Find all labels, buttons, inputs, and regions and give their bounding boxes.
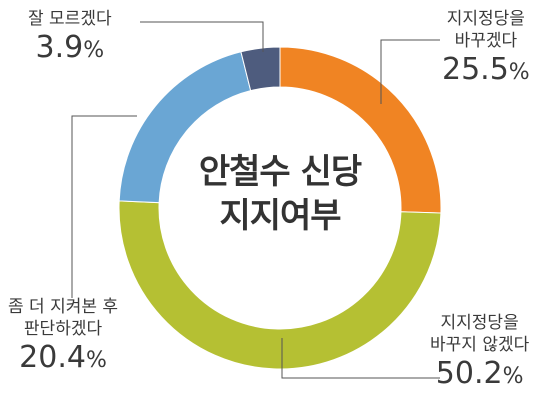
label-keep-party-line1: 지지정당을 — [440, 313, 519, 333]
label-wait-and-see: 좀 더 지켜본 후 판단하겠다 20.4% — [8, 296, 118, 379]
slice-keep-party — [118, 200, 442, 370]
unit-text: % — [508, 60, 530, 85]
label-unsure-line1: 잘 모르겠다 — [28, 9, 112, 29]
label-change-party: 지지정당을 바꾸겠다 25.5% — [442, 8, 530, 91]
label-unsure: 잘 모르겠다 3.9% — [28, 8, 112, 69]
unit-text: % — [502, 364, 524, 389]
chart-title-line1: 안철수 신당 — [198, 152, 362, 192]
leader-line-wait — [71, 115, 137, 298]
leader-line-keep — [281, 338, 440, 379]
label-change-party-line2: 바꾸겠다 — [454, 31, 518, 51]
donut-slices — [118, 46, 442, 370]
chart-title: 안철수 신당 지지여부 — [170, 150, 390, 238]
unit-text: % — [83, 38, 105, 63]
label-keep-party-value: 50.2% — [430, 356, 529, 395]
value-text: 50.2 — [435, 356, 503, 391]
label-wait-and-see-value: 20.4% — [8, 340, 118, 379]
chart-title-line2: 지지여부 — [219, 196, 341, 236]
label-unsure-value: 3.9% — [28, 30, 112, 69]
label-change-party-value: 25.5% — [442, 52, 530, 91]
value-text: 3.9 — [35, 30, 84, 65]
label-wait-and-see-line2: 판단하겠다 — [23, 319, 103, 339]
slice-unsure — [240, 46, 281, 92]
label-wait-and-see-line1: 좀 더 지켜본 후 — [8, 297, 119, 317]
label-change-party-line1: 지지정당을 — [446, 9, 525, 29]
unit-text: % — [85, 348, 107, 373]
leader-lines — [71, 21, 440, 379]
leader-line-change — [380, 39, 440, 104]
leader-line-unsure — [140, 21, 264, 52]
label-keep-party: 지지정당을 바꾸지 않겠다 50.2% — [430, 312, 529, 395]
label-keep-party-line2: 바꾸지 않겠다 — [430, 335, 530, 355]
value-text: 25.5 — [442, 52, 509, 87]
value-text: 20.4 — [19, 340, 86, 375]
